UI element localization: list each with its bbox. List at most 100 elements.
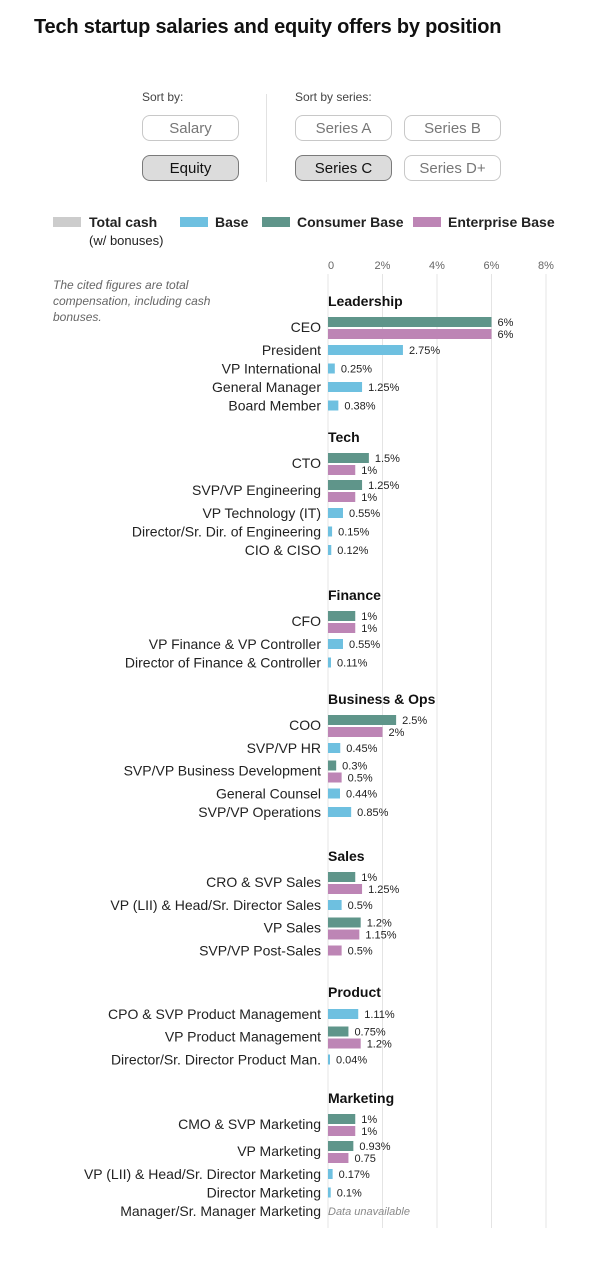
bar-consumer (328, 480, 363, 490)
bar-value-label: 2.75% (409, 345, 440, 357)
legend-sublabel-total-cash: (w/ bonuses) (89, 233, 164, 248)
row-label-vp-lii-head-sr-director-sales: VP (LII) & Head/Sr. Director Sales (110, 897, 321, 913)
bar-value-label: 0.55% (349, 508, 380, 520)
bar-base (328, 345, 403, 355)
bar-value-label: 1% (361, 492, 377, 504)
row-label-vp-product-management: VP Product Management (165, 1029, 321, 1045)
bar-consumer (328, 1114, 356, 1124)
bar-enterprise (328, 329, 492, 339)
group-header-finance: Finance (328, 587, 381, 603)
legend-label-total-cash: Total cash (89, 214, 158, 230)
sort-by-series-label: Sort by series: (295, 90, 372, 104)
bar-enterprise (328, 929, 360, 940)
bar-consumer (328, 453, 369, 463)
bar-value-label: 0.5% (348, 900, 373, 912)
bar-value-label: 0.44% (346, 789, 377, 801)
bar-base (328, 1187, 331, 1198)
bar-base (328, 788, 340, 799)
group-header-sales: Sales (328, 848, 365, 864)
bar-value-label: 0.55% (349, 639, 380, 651)
row-label-cro-svp-sales: CRO & SVP Sales (206, 874, 321, 890)
bar-enterprise (328, 1153, 349, 1163)
bar-value-label: 0.15% (338, 527, 369, 539)
legend-label-enterprise-base: Enterprise Base (448, 214, 555, 230)
row-label-vp-international: VP International (222, 361, 321, 377)
bar-consumer (328, 917, 361, 928)
x-tick-label: 6% (484, 260, 500, 272)
series-c-button[interactable]: Series C (295, 155, 392, 181)
page-title: Tech startup salaries and equity offers … (34, 16, 502, 38)
row-label-svp-vp-business-development: SVP/VP Business Development (124, 763, 322, 779)
row-label-vp-finance-vp-controller: VP Finance & VP Controller (149, 636, 322, 652)
row-label-director-marketing: Director Marketing (207, 1185, 321, 1201)
bar-base (328, 1054, 330, 1065)
bar-enterprise (328, 772, 342, 783)
group-header-marketing: Marketing (328, 1090, 394, 1106)
x-tick-label: 2% (375, 260, 391, 272)
row-label-director-sr-dir-of-engineering: Director/Sr. Dir. of Engineering (132, 524, 321, 540)
row-label-cpo-svp-product-management: CPO & SVP Product Management (108, 1006, 321, 1022)
x-tick-label: 4% (429, 260, 445, 272)
bar-value-label: 1% (361, 1126, 377, 1138)
group-header-product: Product (328, 984, 381, 1000)
bar-value-label: 0.5% (348, 773, 373, 785)
bar-base (328, 807, 352, 817)
row-label-svp-vp-engineering: SVP/VP Engineering (192, 482, 321, 498)
bar-value-label: 1% (361, 872, 377, 884)
bar-value-label: 6% (498, 329, 514, 341)
sort-equity-button[interactable]: Equity (142, 155, 239, 181)
row-label-cfo: CFO (291, 613, 321, 629)
row-label-general-manager: General Manager (212, 379, 321, 395)
bar-value-label: 1.15% (365, 930, 396, 942)
row-label-svp-vp-hr: SVP/VP HR (247, 740, 321, 756)
bar-enterprise (328, 623, 356, 633)
row-label-vp-sales: VP Sales (264, 920, 321, 936)
bar-value-label: 1.2% (367, 918, 392, 930)
bar-value-label: 0.5% (348, 946, 373, 958)
bar-base (328, 363, 335, 374)
legend-swatch-total-cash (53, 217, 81, 227)
group-header-tech: Tech (328, 429, 360, 445)
controls-divider (266, 94, 267, 182)
group-header-business-ops: Business & Ops (328, 691, 436, 707)
bar-value-label: 2% (389, 727, 405, 739)
bar-value-label: 0.75 (354, 1153, 375, 1165)
bar-base (328, 639, 343, 649)
series-a-button[interactable]: Series A (295, 115, 392, 141)
bar-value-label: 1.5% (375, 453, 400, 465)
bar-enterprise (328, 492, 356, 502)
bar-base (328, 508, 343, 518)
row-label-director-sr-director-product-man: Director/Sr. Director Product Man. (111, 1052, 321, 1068)
series-b-button[interactable]: Series B (404, 115, 501, 141)
bar-consumer (328, 1026, 349, 1037)
bar-value-label: 0.25% (341, 364, 372, 376)
bar-value-label: 0.45% (346, 743, 377, 755)
bar-value-label: 0.75% (354, 1027, 385, 1039)
bar-base (328, 1169, 333, 1179)
bar-consumer (328, 872, 356, 882)
bar-enterprise (328, 1126, 356, 1136)
bar-consumer (328, 760, 337, 771)
legend-swatch-consumer-base (262, 217, 290, 227)
bar-value-label: 0.85% (357, 807, 388, 819)
bar-base (328, 526, 333, 537)
data-unavailable-label: Data unavailable (328, 1206, 410, 1218)
bar-value-label: 1.11% (364, 1009, 395, 1021)
series-d-button[interactable]: Series D+ (404, 155, 501, 181)
row-label-svp-vp-post-sales: SVP/VP Post-Sales (199, 943, 321, 959)
row-label-manager-sr-manager-marketing: Manager/Sr. Manager Marketing (120, 1203, 321, 1219)
bar-value-label: 2.5% (402, 715, 427, 727)
bar-enterprise (328, 465, 356, 475)
bar-consumer (328, 1141, 354, 1151)
bar-enterprise (328, 727, 383, 737)
row-label-vp-technology-it: VP Technology (IT) (202, 505, 321, 521)
bar-base (328, 743, 341, 753)
bar-enterprise (328, 884, 363, 894)
bar-consumer (328, 715, 397, 725)
bar-base (328, 657, 331, 668)
row-label-vp-lii-head-sr-director-marketing: VP (LII) & Head/Sr. Director Marketing (84, 1166, 321, 1182)
sort-salary-button[interactable]: Salary (142, 115, 239, 141)
x-tick-label: 0 (328, 260, 334, 272)
bar-enterprise (328, 1038, 361, 1049)
